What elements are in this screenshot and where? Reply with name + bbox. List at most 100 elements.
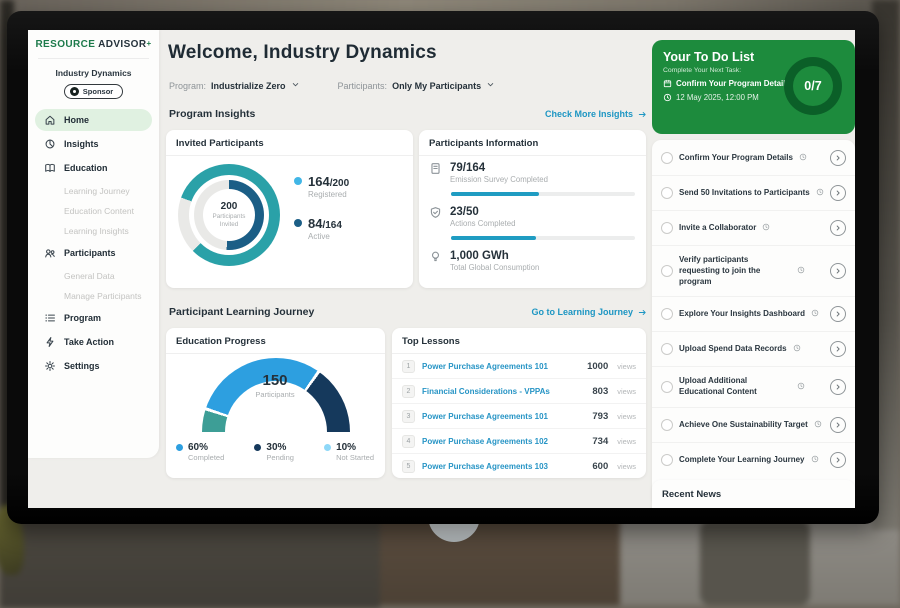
task-row-verify-participants[interactable]: Verify participants requesting to join t…: [652, 246, 855, 297]
sidebar-item-manage-participants[interactable]: Manage Participants: [35, 286, 152, 305]
calendar-icon: [663, 79, 672, 88]
lesson-rank: 2: [402, 385, 415, 398]
task-row-upload-spend-data[interactable]: Upload Spend Data Records: [652, 332, 855, 367]
legend-completed: 60% Completed: [176, 442, 224, 462]
lesson-views: 803: [592, 386, 608, 397]
task-checkbox[interactable]: [661, 419, 673, 431]
sidebar-item-learning-journey[interactable]: Learning Journey: [35, 181, 152, 200]
legend-label: Pending: [266, 453, 294, 462]
info-row-survey: 79/164 Emission Survey Completed: [429, 162, 635, 184]
lesson-views-label: views: [617, 462, 636, 471]
lesson-row: 4 Power Purchase Agreements 102 734 view…: [392, 429, 646, 454]
lesson-link[interactable]: Power Purchase Agreements 101: [422, 362, 580, 371]
sidebar-item-settings[interactable]: Settings: [35, 355, 152, 377]
legend-value: 30%: [266, 442, 294, 453]
task-chevron-button[interactable]: [830, 150, 846, 166]
task-label: Achieve One Sustainability Target: [679, 420, 808, 431]
donut-center-value: 200: [221, 201, 238, 212]
participants-information-card: Participants Information 79/164 Emission…: [419, 130, 646, 288]
clock-icon: [814, 420, 822, 430]
survey-progress-bar: [451, 192, 635, 196]
card-title: Top Lessons: [392, 328, 646, 354]
sidebar-item-insights[interactable]: Insights: [35, 133, 152, 155]
sidebar-item-home[interactable]: Home: [35, 109, 152, 131]
clock-icon: [811, 309, 819, 319]
task-chevron-button[interactable]: [830, 306, 846, 322]
sidebar-item-participants[interactable]: Participants: [35, 242, 152, 264]
task-label: Explore Your Insights Dashboard: [679, 309, 805, 320]
task-row-send-invitations[interactable]: Send 50 Invitations to Participants: [652, 176, 855, 211]
background-desk-middle: [380, 515, 620, 605]
clock-icon: [797, 266, 805, 276]
lesson-link[interactable]: Financial Considerations - VPPAs: [422, 387, 585, 396]
list-icon: [44, 312, 56, 324]
task-label: Upload Spend Data Records: [679, 344, 787, 355]
sidebar-item-label: Settings: [64, 361, 100, 371]
go-to-learning-journey-link[interactable]: Go to Learning Journey: [531, 307, 648, 317]
task-chevron-button[interactable]: [830, 452, 846, 468]
chevron-down-icon: [486, 80, 495, 91]
sidebar-item-general-data[interactable]: General Data: [35, 266, 152, 285]
filters-row: Program: Industrialize Zero Participants…: [169, 80, 495, 91]
lesson-link[interactable]: Power Purchase Agreements 101: [422, 412, 585, 421]
lesson-link[interactable]: Power Purchase Agreements 103: [422, 462, 585, 471]
sidebar-item-learning-insights[interactable]: Learning Insights: [35, 221, 152, 240]
info-value: 79/164: [450, 162, 548, 174]
task-row-achieve-target[interactable]: Achieve One Sustainability Target: [652, 408, 855, 443]
info-value: 1,000 GWh: [450, 250, 539, 262]
todo-progress-ring: 0/7: [784, 57, 842, 115]
task-chevron-button[interactable]: [830, 263, 846, 279]
info-label: Actions Completed: [450, 219, 515, 228]
task-checkbox[interactable]: [661, 308, 673, 320]
legend-not-started: 10% Not Started: [324, 442, 374, 462]
section-title: Participant Learning Journey: [169, 306, 314, 318]
check-more-insights-link[interactable]: Check More Insights: [545, 109, 648, 119]
app-logo: RESOURCE ADVISOR+: [28, 30, 159, 50]
task-chevron-button[interactable]: [830, 341, 846, 357]
task-checkbox[interactable]: [661, 222, 673, 234]
task-row-upload-educational-content[interactable]: Upload Additional Educational Content: [652, 367, 855, 408]
task-chevron-button[interactable]: [830, 220, 846, 236]
task-label: Complete Your Learning Journey: [679, 455, 805, 466]
org-name: Industry Dynamics: [28, 68, 159, 78]
clock-icon: [797, 382, 805, 392]
task-label: Verify participants requesting to join t…: [679, 255, 791, 287]
sidebar-item-label: Insights: [64, 139, 99, 149]
task-checkbox[interactable]: [661, 265, 673, 277]
donut-inner-ring: 200 Participants Invited: [194, 180, 264, 250]
donut-legend: 164/200 Registered 84/164 Active: [294, 174, 349, 241]
clock-icon: [816, 188, 824, 198]
task-row-confirm-program[interactable]: Confirm Your Program Details: [652, 141, 855, 176]
sidebar-item-label: Take Action: [64, 337, 114, 347]
lesson-views-label: views: [617, 437, 636, 446]
task-row-complete-learning-journey[interactable]: Complete Your Learning Journey: [652, 443, 855, 477]
task-chevron-button[interactable]: [830, 417, 846, 433]
legend-dot: [324, 444, 331, 451]
task-chevron-button[interactable]: [830, 379, 846, 395]
task-checkbox[interactable]: [661, 343, 673, 355]
legend-active: 84/164 Active: [294, 216, 349, 241]
link-label: Go to Learning Journey: [531, 307, 633, 317]
task-chevron-button[interactable]: [830, 185, 846, 201]
sidebar-item-education-content[interactable]: Education Content: [35, 201, 152, 220]
lesson-link[interactable]: Power Purchase Agreements 102: [422, 437, 585, 446]
sidebar-item-program[interactable]: Program: [35, 307, 152, 329]
task-checkbox[interactable]: [661, 381, 673, 393]
task-row-invite-collaborator[interactable]: Invite a Collaborator: [652, 211, 855, 246]
logo-plus: +: [146, 39, 151, 48]
legend-pending: 30% Pending: [254, 442, 294, 462]
gauge-center-text: 150 Participants: [166, 372, 384, 399]
program-dropdown[interactable]: Program: Industrialize Zero: [169, 80, 300, 91]
sidebar-item-label: Home: [64, 115, 89, 125]
sponsor-badge[interactable]: Sponsor: [64, 84, 123, 99]
task-checkbox[interactable]: [661, 152, 673, 164]
clock-icon: [799, 153, 807, 163]
program-label: Program:: [169, 81, 206, 91]
task-checkbox[interactable]: [661, 454, 673, 466]
task-row-explore-insights[interactable]: Explore Your Insights Dashboard: [652, 297, 855, 332]
task-checkbox[interactable]: [661, 187, 673, 199]
todo-progress-value: 0/7: [804, 79, 821, 93]
sidebar-item-take-action[interactable]: Take Action: [35, 331, 152, 353]
participants-dropdown[interactable]: Participants: Only My Participants: [338, 80, 496, 91]
sidebar-item-education[interactable]: Education: [35, 157, 152, 179]
